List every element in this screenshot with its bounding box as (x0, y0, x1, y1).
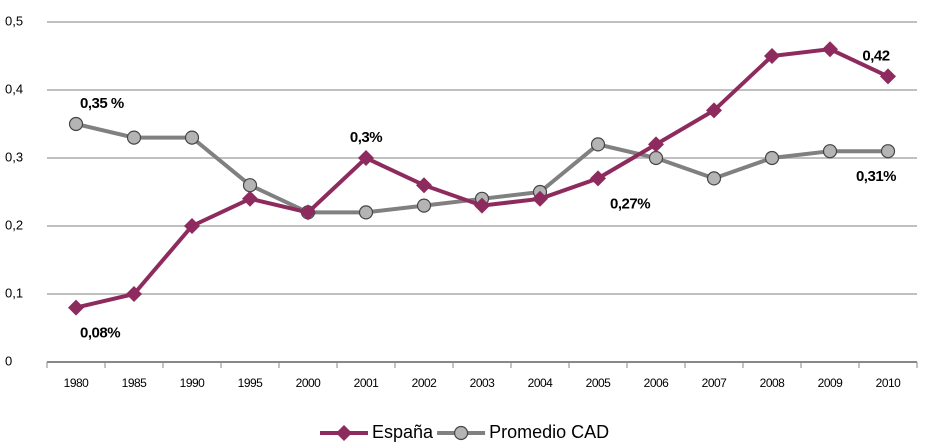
point (68, 116, 84, 132)
value-label: 0,08% (80, 325, 120, 342)
point (764, 150, 780, 166)
x-tick-label: 1985 (122, 376, 148, 390)
point (880, 68, 896, 85)
x-tick-label: 2003 (470, 376, 496, 390)
y-tick-label: 0 (5, 353, 12, 368)
x-tick-label: 2005 (586, 376, 612, 390)
point (764, 48, 780, 64)
point (706, 102, 722, 119)
legend-marker (453, 425, 469, 441)
point (242, 190, 258, 207)
point (590, 170, 606, 187)
point (532, 190, 548, 207)
y-tick-label: 0,3 (5, 149, 23, 164)
point (648, 136, 664, 153)
point (184, 130, 200, 145)
point (416, 198, 432, 213)
value-label: 0,42 (862, 47, 889, 64)
point (822, 41, 838, 58)
point (126, 286, 142, 302)
y-tick-label: 0,4 (5, 81, 23, 96)
value-label: 0,31% (856, 168, 896, 185)
point (648, 150, 664, 166)
series-line (75, 47, 889, 310)
x-tick-label: 2001 (354, 376, 380, 390)
point (590, 137, 606, 152)
point (184, 218, 200, 234)
x-tick-label: 2010 (876, 376, 902, 390)
point (300, 204, 316, 221)
x-tick-label: 2008 (760, 376, 786, 390)
point (126, 130, 142, 145)
point (68, 299, 84, 316)
y-tick-label: 0,1 (5, 285, 23, 300)
point (358, 150, 374, 166)
x-tick-label: 2004 (528, 376, 554, 390)
x-tick-label: 2007 (702, 376, 728, 390)
point (242, 178, 258, 193)
y-tick-label: 0,2 (5, 217, 23, 232)
value-label: 0,27% (610, 195, 650, 212)
value-label: 0,35 % (80, 95, 124, 112)
x-tick-label: 2006 (644, 376, 670, 390)
x-tick-label: 1980 (64, 376, 90, 390)
x-tick-label: 2009 (818, 376, 844, 390)
legend-label: Promedio CAD (489, 422, 609, 442)
legend-marker (336, 425, 352, 441)
point (416, 177, 432, 194)
x-tick-label: 1990 (180, 376, 206, 390)
point (822, 144, 838, 159)
legend-label: España (372, 422, 434, 442)
point (706, 171, 722, 186)
y-tick-label: 0,5 (5, 13, 23, 28)
point (474, 197, 490, 214)
value-label: 0,3% (350, 129, 382, 146)
point (880, 144, 896, 159)
x-tick-label: 2002 (412, 376, 438, 390)
point (358, 205, 374, 220)
x-tick-label: 2000 (296, 376, 322, 390)
x-tick-label: 1995 (238, 376, 264, 390)
